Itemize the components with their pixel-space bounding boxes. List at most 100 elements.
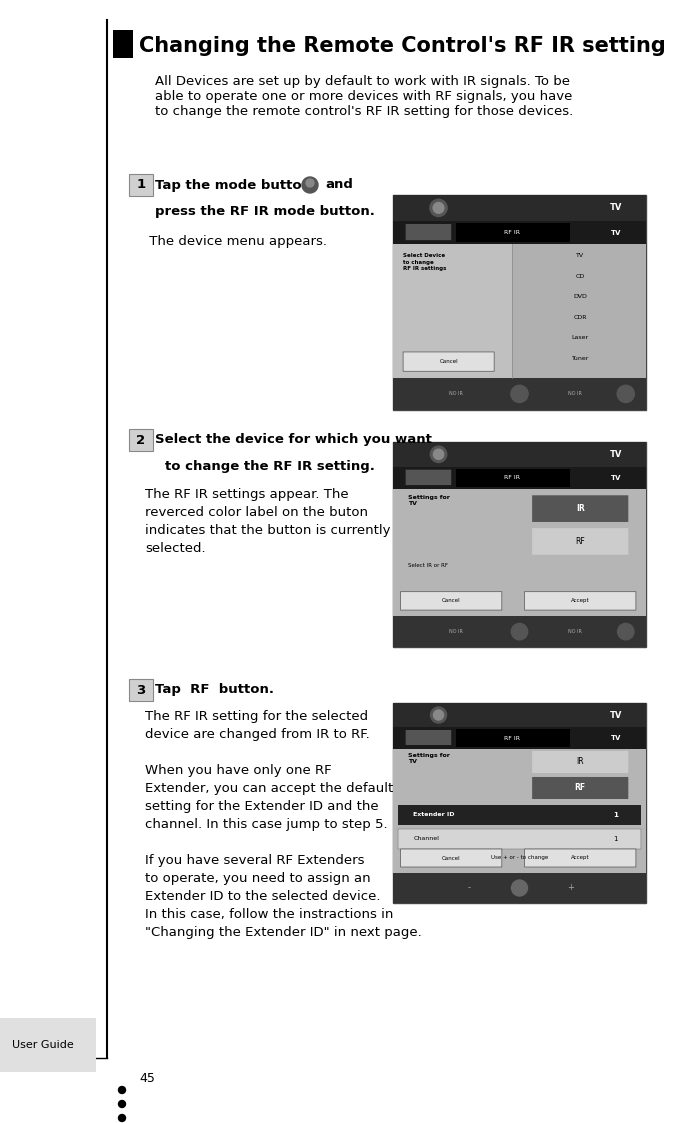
Text: 3: 3 [136, 684, 145, 696]
Circle shape [617, 385, 634, 402]
Circle shape [618, 623, 634, 640]
FancyBboxPatch shape [405, 730, 452, 745]
FancyBboxPatch shape [532, 528, 628, 555]
Text: 2: 2 [136, 433, 145, 447]
FancyBboxPatch shape [393, 377, 646, 410]
Circle shape [511, 880, 528, 896]
Circle shape [433, 202, 444, 213]
Circle shape [302, 177, 318, 193]
Text: All Devices are set up by default to work with IR signals. To be
able to operate: All Devices are set up by default to wor… [155, 75, 573, 118]
Text: Accept: Accept [571, 599, 589, 603]
Circle shape [119, 1086, 126, 1094]
Text: Select IR or RF: Select IR or RF [408, 563, 448, 568]
FancyBboxPatch shape [129, 174, 153, 197]
Text: RF IR: RF IR [504, 736, 520, 740]
Text: NO IR: NO IR [568, 392, 582, 396]
Text: TV: TV [610, 450, 622, 459]
Text: TV: TV [610, 734, 621, 741]
FancyBboxPatch shape [393, 727, 646, 749]
Text: and: and [325, 179, 353, 192]
Text: Settings for
TV: Settings for TV [408, 754, 450, 764]
FancyBboxPatch shape [398, 829, 641, 849]
Text: press the RF IR mode button.: press the RF IR mode button. [155, 206, 375, 218]
FancyBboxPatch shape [393, 703, 646, 727]
Text: TV: TV [610, 203, 622, 212]
Text: Channel: Channel [414, 837, 439, 841]
Text: Tuner: Tuner [572, 356, 589, 360]
Text: Use + or - to change: Use + or - to change [491, 855, 548, 860]
Text: CDR: CDR [574, 314, 587, 320]
FancyBboxPatch shape [393, 442, 646, 647]
Circle shape [430, 446, 447, 463]
Text: Cancel: Cancel [442, 599, 460, 603]
FancyBboxPatch shape [525, 849, 636, 867]
Text: Tap  RF  button.: Tap RF button. [155, 684, 274, 696]
Circle shape [511, 623, 528, 640]
FancyBboxPatch shape [401, 849, 502, 867]
Text: 1: 1 [613, 812, 618, 818]
Text: IR: IR [576, 504, 585, 513]
FancyBboxPatch shape [405, 469, 452, 485]
Text: NO IR: NO IR [568, 629, 582, 634]
Text: Tap the mode button: Tap the mode button [155, 179, 311, 192]
Text: NO IR: NO IR [449, 392, 463, 396]
Text: The RF IR settings appear. The
reverced color label on the buton
indicates that : The RF IR settings appear. The reverced … [145, 489, 390, 555]
Text: 1: 1 [136, 179, 145, 192]
Text: User Guide: User Guide [12, 1040, 74, 1050]
Text: -: - [467, 884, 471, 893]
Circle shape [433, 449, 443, 459]
FancyBboxPatch shape [129, 429, 153, 451]
Text: The device menu appears.: The device menu appears. [145, 235, 327, 248]
Circle shape [430, 199, 447, 217]
FancyBboxPatch shape [405, 223, 452, 240]
Text: IR: IR [576, 758, 584, 767]
FancyBboxPatch shape [393, 195, 646, 410]
FancyBboxPatch shape [393, 490, 646, 617]
Text: RF: RF [575, 537, 585, 546]
Text: +: + [567, 884, 574, 893]
Text: to change the RF IR setting.: to change the RF IR setting. [165, 460, 375, 473]
Circle shape [119, 1114, 126, 1122]
Text: RF: RF [574, 784, 586, 793]
Text: TV: TV [576, 253, 585, 258]
Text: 45: 45 [139, 1072, 155, 1085]
Text: Cancel: Cancel [442, 856, 460, 860]
FancyBboxPatch shape [393, 442, 646, 466]
Text: Accept: Accept [571, 856, 589, 860]
FancyBboxPatch shape [393, 749, 646, 873]
Text: NO IR: NO IR [449, 629, 463, 634]
FancyBboxPatch shape [393, 873, 646, 903]
FancyBboxPatch shape [398, 805, 641, 825]
FancyBboxPatch shape [532, 495, 628, 522]
FancyBboxPatch shape [532, 777, 628, 798]
Text: Select Device
to change
RF IR settings: Select Device to change RF IR settings [403, 253, 447, 272]
Circle shape [433, 710, 443, 720]
FancyBboxPatch shape [393, 245, 512, 377]
FancyBboxPatch shape [401, 592, 502, 610]
Text: RF IR: RF IR [504, 230, 520, 235]
Text: 1: 1 [613, 836, 618, 842]
FancyBboxPatch shape [113, 30, 133, 58]
Text: CD: CD [576, 274, 585, 279]
Text: RF IR: RF IR [504, 475, 520, 481]
Text: Select the device for which you want: Select the device for which you want [155, 433, 432, 447]
Circle shape [430, 707, 447, 723]
FancyBboxPatch shape [512, 245, 646, 377]
FancyBboxPatch shape [525, 592, 636, 610]
Text: Changing the Remote Control's RF IR setting: Changing the Remote Control's RF IR sett… [139, 36, 665, 56]
Text: Laser: Laser [572, 335, 589, 340]
FancyBboxPatch shape [403, 351, 494, 372]
Text: TV: TV [610, 229, 621, 236]
Text: TV: TV [610, 475, 621, 481]
Circle shape [511, 385, 528, 402]
FancyBboxPatch shape [393, 221, 646, 245]
FancyBboxPatch shape [393, 703, 646, 903]
FancyBboxPatch shape [456, 223, 570, 243]
Text: Cancel: Cancel [439, 359, 458, 364]
Text: Extender ID: Extender ID [414, 813, 455, 818]
FancyBboxPatch shape [393, 466, 646, 490]
Circle shape [306, 179, 314, 188]
FancyBboxPatch shape [456, 468, 570, 487]
Circle shape [119, 1101, 126, 1107]
Text: DVD: DVD [573, 294, 587, 299]
